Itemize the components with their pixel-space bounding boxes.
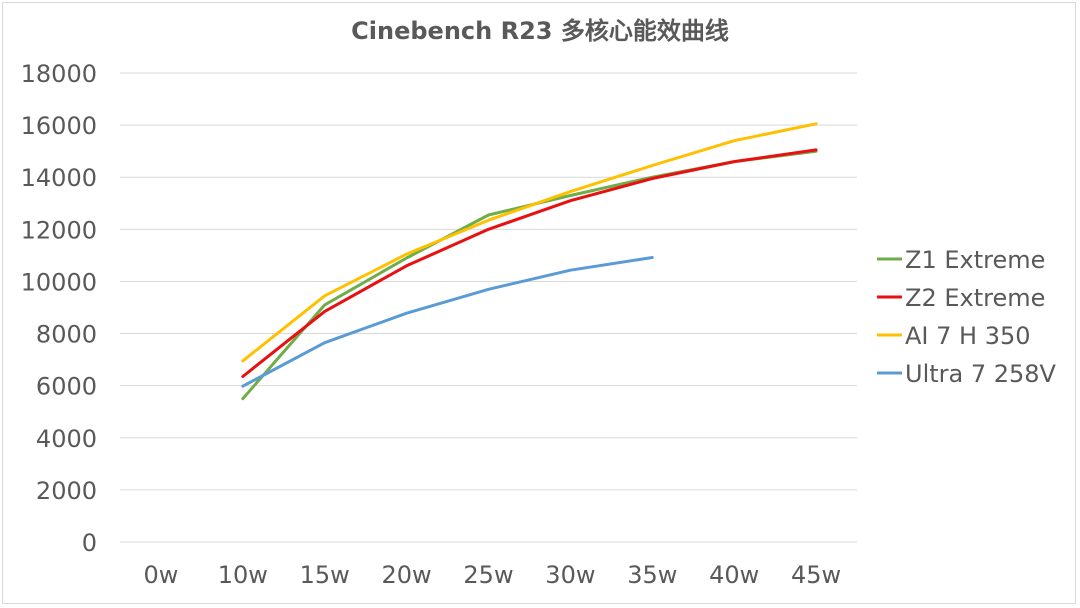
x-tick-label: 30w bbox=[545, 561, 595, 589]
x-tick-label: 45w bbox=[791, 561, 841, 589]
legend-label-z1-extreme: Z1 Extreme bbox=[905, 246, 1045, 274]
chart-title: Cinebench R23 多核心能效曲线 bbox=[351, 17, 729, 45]
x-axis: 0w 10w 15w 20w 25w 30w 35w 40w 45w bbox=[143, 561, 841, 589]
x-tick-label: 15w bbox=[300, 561, 350, 589]
series-line-z2-extreme bbox=[241, 148, 818, 378]
series-line-z1-extreme bbox=[241, 149, 818, 401]
y-tick-label: 2000 bbox=[36, 477, 97, 505]
y-tick-label: 12000 bbox=[21, 216, 97, 244]
y-tick-label: 16000 bbox=[21, 112, 97, 140]
x-tick-label: 0w bbox=[143, 561, 178, 589]
y-tick-label: 4000 bbox=[36, 425, 97, 453]
y-axis: 0 2000 4000 6000 8000 10000 12000 14000 16000 180… bbox=[21, 60, 97, 557]
y-tick-label: 6000 bbox=[36, 373, 97, 401]
y-tick-label: 18000 bbox=[21, 60, 97, 88]
x-tick-label: 20w bbox=[382, 561, 432, 589]
gridlines bbox=[120, 72, 857, 543]
x-tick-label: 40w bbox=[709, 561, 759, 589]
legend-label-ai-7-h-350: AI 7 H 350 bbox=[905, 322, 1031, 350]
y-tick-label: 14000 bbox=[21, 164, 97, 192]
y-tick-label: 8000 bbox=[36, 321, 97, 349]
legend-label-z2-extreme: Z2 Extreme bbox=[905, 284, 1045, 312]
x-tick-label: 25w bbox=[463, 561, 513, 589]
y-tick-label: 10000 bbox=[21, 268, 97, 296]
legend: Z1 Extreme Z2 Extreme AI 7 H 350 Ultra 7 25… bbox=[877, 246, 1057, 388]
legend-label-ultra-7-258v: Ultra 7 258V bbox=[905, 360, 1057, 388]
x-tick-label: 35w bbox=[627, 561, 677, 589]
series-line-ai-7-h-350 bbox=[241, 122, 818, 363]
series-lines bbox=[241, 122, 818, 401]
y-tick-label: 0 bbox=[82, 529, 97, 557]
series-line-ultra-7-258v bbox=[241, 256, 654, 388]
x-tick-label: 10w bbox=[218, 561, 268, 589]
